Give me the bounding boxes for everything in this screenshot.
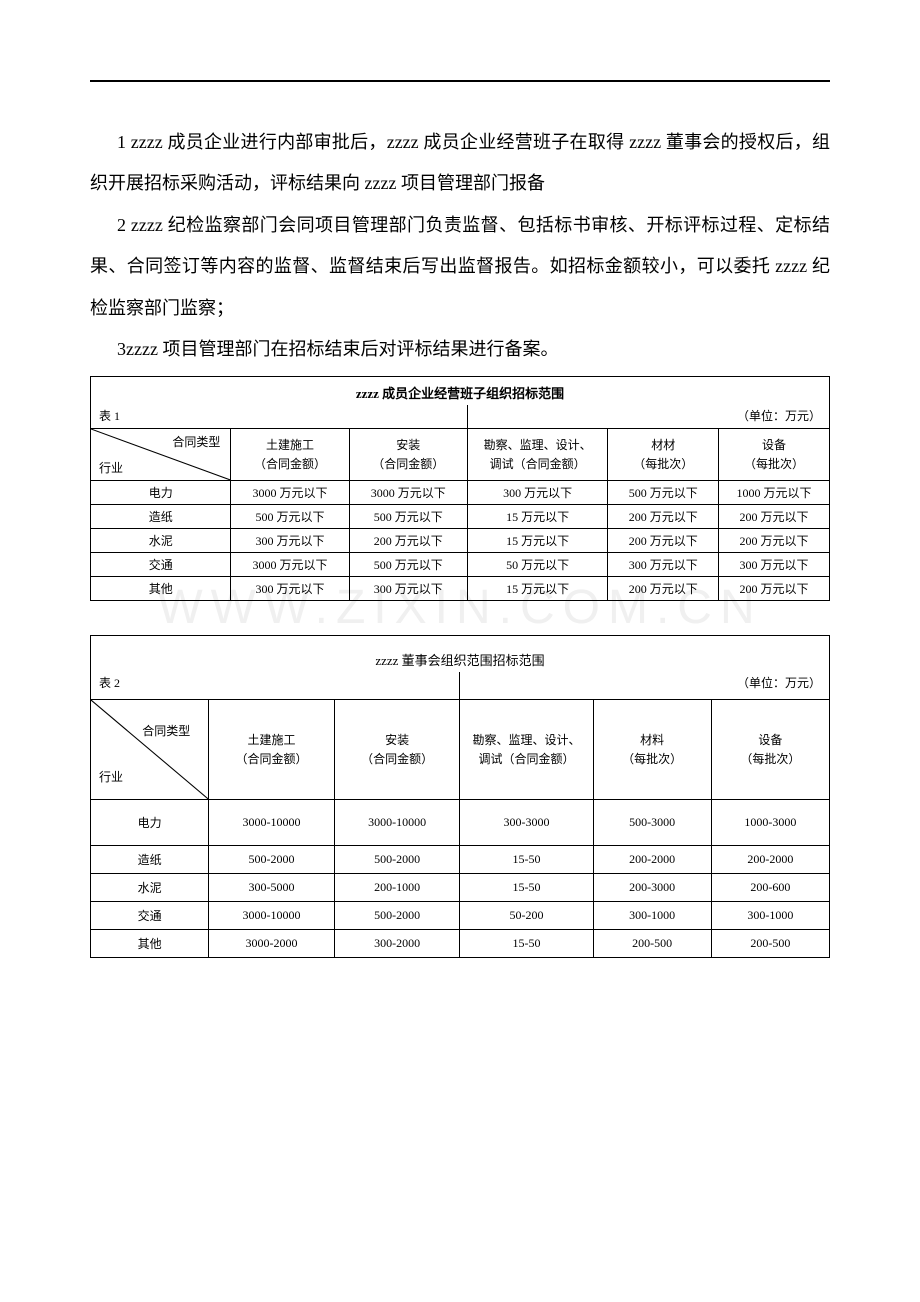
diag-bottom-label-2: 行业: [99, 768, 123, 785]
horizontal-rule: [90, 80, 830, 82]
table-2-col-2: 勘察、监理、设计、调试（合同金额）: [460, 700, 593, 800]
table-2-label: 表 2: [91, 672, 460, 700]
table-spacer: [90, 601, 830, 629]
table-2-row-2: 水泥300-5000200-100015-50200-3000200-600: [91, 874, 830, 902]
paragraph-1: 1 zzzz 成员企业进行内部审批后，zzzz 成员企业经营班子在取得 zzzz…: [90, 122, 830, 205]
paragraph-3: 3zzzz 项目管理部门在招标结束后对评标结果进行备案。: [90, 329, 830, 370]
table-2-col-4: 设备（每批次）: [711, 700, 829, 800]
table-1-title: zzzz 成员企业经营班子组织招标范围: [91, 377, 830, 406]
table-1-row-1: 造纸500 万元以下500 万元以下15 万元以下200 万元以下200 万元以…: [91, 505, 830, 529]
diag-bottom-label: 行业: [99, 459, 123, 476]
table-1: zzzz 成员企业经营班子组织招标范围 表 1 （单位：万元） 合同类型 行业 …: [90, 376, 830, 601]
table-1-col-4: 设备（每批次）: [719, 429, 830, 481]
table-1-col-3: 材材（每批次）: [608, 429, 719, 481]
table-2-col-1: 安装（合同金额）: [334, 700, 460, 800]
table-2-row-1: 造纸500-2000500-200015-50200-2000200-2000: [91, 846, 830, 874]
table-2-row-4: 其他3000-2000300-200015-50200-500200-500: [91, 930, 830, 958]
table-2-col-0: 土建施工（合同金额）: [209, 700, 335, 800]
table-1-row-4: 其他300 万元以下300 万元以下15 万元以下200 万元以下200 万元以…: [91, 577, 830, 601]
diag-top-label: 合同类型: [172, 433, 220, 450]
table-1-col-2: 勘察、监理、设计、调试（合同金额）: [467, 429, 607, 481]
diag-top-label-2: 合同类型: [142, 722, 190, 739]
table-2-col-3: 材料（每批次）: [593, 700, 711, 800]
paragraph-2: 2 zzzz 纪检监察部门会同项目管理部门负责监督、包括标书审核、开标评标过程、…: [90, 205, 830, 329]
table-1-col-0: 土建施工（合同金额）: [231, 429, 349, 481]
table-2-wrapper: zzzz 董事会组织范围招标范围 表 2 （单位：万元） 合同类型 行业 土建施…: [90, 635, 830, 958]
table-2-unit: （单位：万元）: [460, 672, 830, 700]
table-1-row-2: 水泥300 万元以下200 万元以下15 万元以下200 万元以下200 万元以…: [91, 529, 830, 553]
table-2-diag-header: 合同类型 行业: [91, 700, 209, 800]
table-2-row-3: 交通3000-10000500-200050-200300-1000300-10…: [91, 902, 830, 930]
table-1-row-3: 交通3000 万元以下500 万元以下50 万元以下300 万元以下300 万元…: [91, 553, 830, 577]
table-1-wrapper: zzzz 成员企业经营班子组织招标范围 表 1 （单位：万元） 合同类型 行业 …: [90, 376, 830, 601]
table-2-row-0: 电力3000-100003000-10000300-3000500-300010…: [91, 800, 830, 846]
table-1-col-1: 安装（合同金额）: [349, 429, 467, 481]
body-paragraphs: 1 zzzz 成员企业进行内部审批后，zzzz 成员企业经营班子在取得 zzzz…: [90, 122, 830, 370]
table-1-diag-header: 合同类型 行业: [91, 429, 231, 481]
table-1-unit: （单位：万元）: [467, 405, 829, 429]
table-1-label: 表 1: [91, 405, 468, 429]
table-2: zzzz 董事会组织范围招标范围 表 2 （单位：万元） 合同类型 行业 土建施…: [90, 635, 830, 958]
table-1-row-0: 电力3000 万元以下3000 万元以下300 万元以下500 万元以下1000…: [91, 481, 830, 505]
table-2-title: zzzz 董事会组织范围招标范围: [91, 636, 830, 673]
